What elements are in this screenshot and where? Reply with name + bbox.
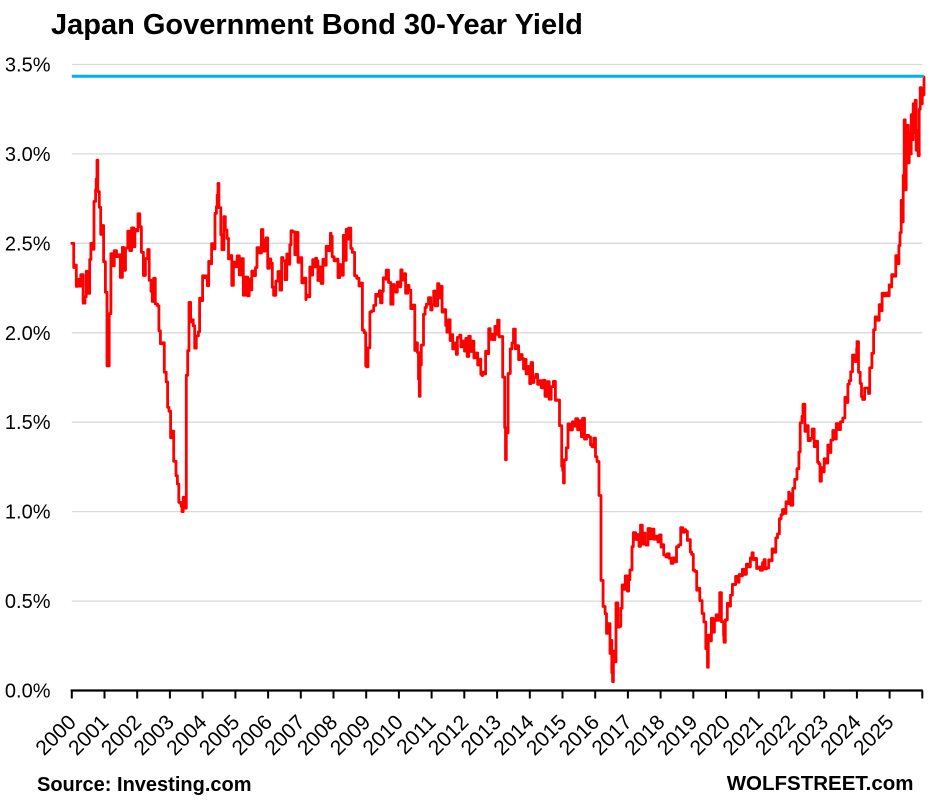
- svg-text:2.5%: 2.5%: [5, 233, 51, 255]
- svg-text:1.5%: 1.5%: [5, 412, 51, 434]
- svg-text:WOLFSTREET.com: WOLFSTREET.com: [727, 772, 914, 795]
- svg-text:1.0%: 1.0%: [5, 502, 51, 524]
- svg-text:Source: Investing.com: Source: Investing.com: [37, 774, 252, 796]
- svg-text:Japan Government Bond 30-Year: Japan Government Bond 30-Year Yield: [51, 9, 583, 41]
- svg-text:0.5%: 0.5%: [5, 591, 51, 613]
- svg-text:3.5%: 3.5%: [5, 55, 51, 77]
- svg-text:2.0%: 2.0%: [5, 323, 51, 345]
- svg-text:0.0%: 0.0%: [5, 681, 51, 703]
- svg-text:3.0%: 3.0%: [5, 144, 51, 166]
